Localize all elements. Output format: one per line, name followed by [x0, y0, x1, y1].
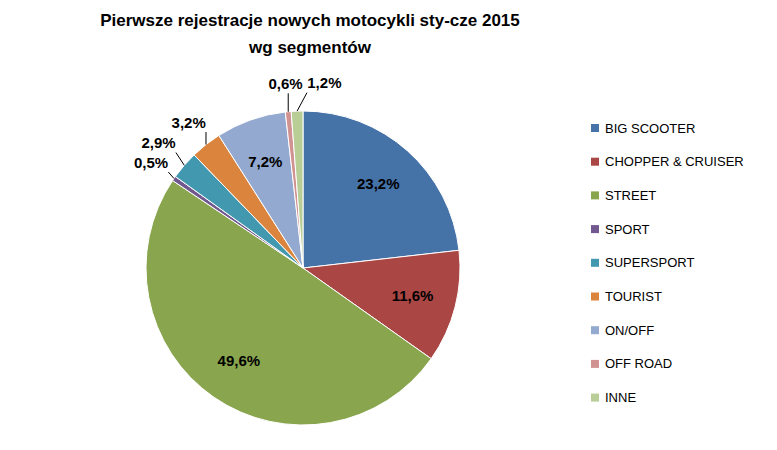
legend-label: INNE — [605, 390, 636, 405]
pie-slice — [291, 111, 303, 268]
legend-swatch — [591, 326, 599, 334]
data-label: 7,2% — [248, 153, 282, 170]
legend-swatch — [591, 394, 599, 402]
pie-slice — [285, 111, 303, 268]
data-label: 0,5% — [134, 154, 168, 171]
data-label: 2,9% — [141, 134, 175, 151]
legend-swatch — [591, 225, 599, 233]
data-label: 1,2% — [307, 74, 341, 91]
legend-label: BIG SCOOTER — [605, 121, 695, 136]
legend-label: SPORT — [605, 222, 650, 237]
data-label: 0,6% — [268, 75, 302, 92]
pie-slice — [219, 112, 303, 268]
leader-line — [176, 153, 184, 166]
pie-slice — [303, 111, 459, 268]
legend-label: ON/OFF — [605, 323, 654, 338]
legend-label: SUPERSPORT — [605, 255, 694, 270]
data-label: 23,2% — [357, 175, 400, 192]
data-label: 11,6% — [392, 287, 434, 304]
legend-swatch — [591, 293, 599, 301]
legend-label: OFF ROAD — [605, 356, 672, 371]
legend-swatch — [591, 259, 599, 267]
legend-swatch — [591, 124, 599, 132]
slices — [146, 111, 460, 425]
chart-title: Pierwsze rejestracje nowych motocykli st… — [100, 11, 520, 30]
legend-swatch — [591, 360, 599, 368]
leader-line — [288, 93, 289, 111]
leader-line — [297, 93, 307, 111]
legend-swatch — [591, 158, 599, 166]
legend-label: STREET — [605, 188, 656, 203]
data-labels: 23,2% 11,6% 49,6% 0,5% 2,9% 3,2% 7,2% 0,6% 1,2% — [134, 74, 433, 369]
leader-line — [168, 172, 174, 178]
legend: BIG SCOOTER CHOPPER & CRUISER STREET SPORT S… — [591, 121, 744, 406]
legend-label: CHOPPER & CRUISER — [605, 154, 744, 169]
legend-swatch — [591, 191, 599, 199]
chart: Pierwsze rejestracje nowych motocykli st… — [0, 0, 777, 450]
legend-label: TOURIST — [605, 289, 662, 304]
data-label: 3,2% — [172, 114, 206, 131]
leader-line — [205, 132, 206, 145]
data-label: 49,6% — [218, 352, 261, 369]
chart-title: wg segmentów — [248, 38, 372, 57]
